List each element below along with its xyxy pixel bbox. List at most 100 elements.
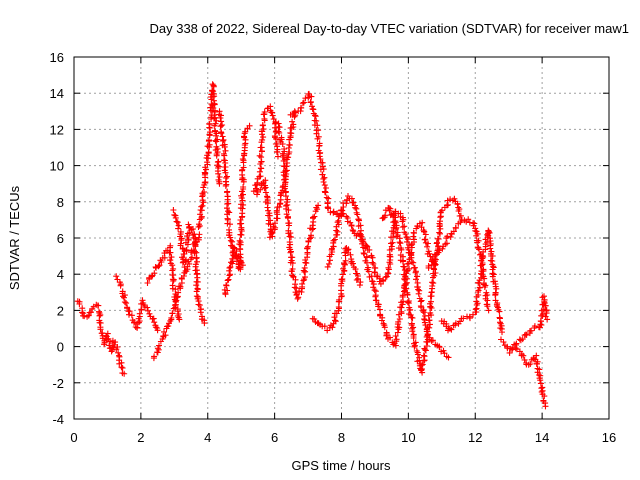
data-point bbox=[390, 234, 396, 241]
data-point bbox=[311, 213, 318, 220]
data-point bbox=[475, 244, 482, 251]
data-point bbox=[406, 265, 413, 272]
data-point bbox=[476, 246, 483, 253]
data-point bbox=[224, 220, 231, 227]
data-point bbox=[360, 250, 367, 256]
data-point bbox=[429, 279, 436, 286]
data-point bbox=[290, 121, 297, 128]
series-track-15 bbox=[338, 207, 452, 361]
data-point bbox=[355, 216, 362, 223]
data-point bbox=[213, 152, 220, 159]
x-tick-label: 2 bbox=[137, 430, 144, 445]
data-point bbox=[457, 212, 464, 219]
data-point bbox=[323, 194, 330, 201]
data-point bbox=[288, 234, 294, 241]
data-point bbox=[370, 281, 377, 288]
data-point bbox=[371, 287, 378, 294]
data-point bbox=[294, 295, 301, 302]
data-point bbox=[476, 284, 483, 291]
data-point bbox=[365, 268, 372, 275]
data-point bbox=[386, 247, 393, 253]
data-point bbox=[500, 339, 507, 345]
series-track-12 bbox=[287, 90, 343, 220]
data-point bbox=[363, 242, 370, 249]
data-point bbox=[447, 234, 454, 240]
data-point bbox=[421, 316, 428, 323]
data-point bbox=[151, 353, 158, 360]
data-point bbox=[121, 370, 128, 377]
data-point bbox=[289, 118, 296, 125]
data-point bbox=[313, 130, 320, 137]
data-point bbox=[465, 216, 472, 223]
data-point bbox=[371, 269, 378, 276]
data-point bbox=[311, 316, 318, 322]
data-point bbox=[146, 310, 153, 317]
data-point bbox=[423, 333, 430, 340]
data-point bbox=[485, 228, 492, 235]
data-point bbox=[419, 219, 426, 226]
data-point bbox=[363, 253, 370, 260]
data-point bbox=[537, 377, 544, 384]
data-point bbox=[378, 317, 385, 324]
data-point bbox=[350, 199, 357, 206]
data-point bbox=[121, 299, 128, 306]
data-point bbox=[428, 298, 434, 305]
data-point bbox=[436, 229, 443, 236]
data-point bbox=[399, 218, 406, 225]
data-point bbox=[521, 356, 528, 363]
data-point bbox=[206, 141, 213, 148]
data-point bbox=[324, 327, 331, 334]
data-point bbox=[360, 239, 367, 246]
data-point bbox=[275, 128, 282, 135]
x-tick-label: 4 bbox=[204, 430, 211, 445]
series-track-13 bbox=[309, 245, 364, 334]
data-point bbox=[422, 231, 429, 238]
x-tick-label: 0 bbox=[70, 430, 77, 445]
data-point bbox=[225, 208, 231, 215]
data-point bbox=[144, 280, 151, 286]
data-point bbox=[405, 236, 411, 243]
y-axis-label: SDTVAR / TECUs bbox=[7, 185, 22, 290]
data-point bbox=[272, 220, 278, 227]
data-point bbox=[277, 200, 284, 207]
data-point bbox=[212, 114, 219, 121]
data-point bbox=[314, 135, 321, 142]
series-track-19 bbox=[498, 336, 549, 410]
data-point bbox=[227, 264, 234, 271]
data-point bbox=[322, 189, 329, 196]
data-point bbox=[117, 282, 124, 289]
data-point bbox=[487, 245, 494, 252]
data-point bbox=[169, 262, 176, 269]
data-point bbox=[402, 231, 409, 237]
data-point bbox=[280, 172, 287, 179]
data-point bbox=[424, 243, 431, 250]
data-point bbox=[434, 235, 441, 242]
data-point bbox=[472, 227, 479, 234]
data-point bbox=[394, 232, 401, 238]
y-tick-label: 12 bbox=[50, 122, 64, 137]
data-point bbox=[410, 229, 417, 236]
data-point bbox=[381, 324, 388, 331]
data-point bbox=[231, 244, 238, 251]
data-point bbox=[343, 200, 350, 207]
data-point bbox=[320, 179, 327, 185]
data-point bbox=[404, 291, 411, 298]
data-point bbox=[209, 93, 216, 100]
data-point bbox=[152, 324, 159, 331]
data-point bbox=[225, 276, 232, 283]
data-point bbox=[292, 109, 299, 116]
data-point bbox=[421, 353, 428, 360]
data-point bbox=[489, 273, 496, 280]
data-point bbox=[283, 211, 290, 218]
data-point bbox=[408, 259, 415, 265]
data-point bbox=[300, 277, 307, 284]
data-point bbox=[411, 342, 418, 349]
data-point bbox=[285, 215, 291, 222]
data-point bbox=[274, 149, 281, 156]
data-point bbox=[315, 320, 322, 327]
data-point bbox=[392, 226, 399, 232]
data-point bbox=[213, 132, 219, 139]
data-point bbox=[542, 403, 549, 410]
data-point bbox=[217, 115, 224, 121]
data-point bbox=[385, 270, 392, 277]
